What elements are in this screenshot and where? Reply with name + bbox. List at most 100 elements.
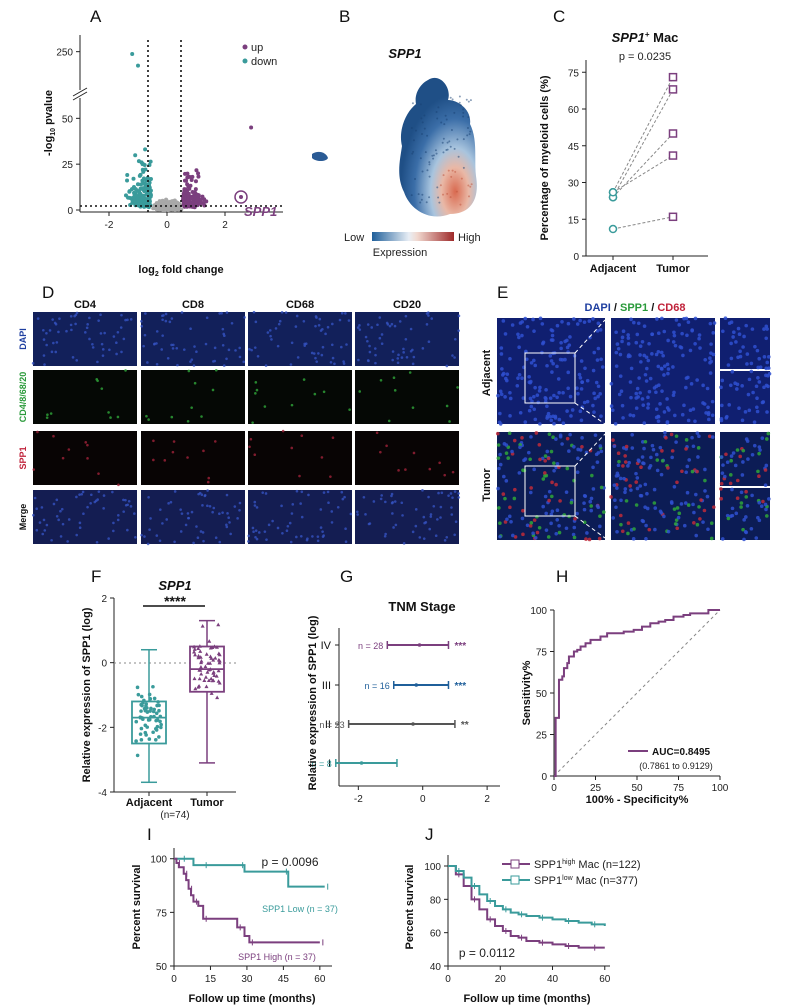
if-column-header: CD4 xyxy=(74,299,97,311)
if-signal xyxy=(434,534,438,537)
if-signal xyxy=(88,316,91,320)
if-nucleus xyxy=(709,342,713,346)
if-signal xyxy=(192,541,195,545)
if-nucleus xyxy=(528,524,533,528)
if-signal xyxy=(330,521,334,524)
if-nucleus xyxy=(652,501,657,505)
if-signal xyxy=(155,534,159,537)
if-nucleus xyxy=(741,460,745,464)
umap-cell xyxy=(451,98,454,101)
if-nucleus xyxy=(643,482,648,487)
if-signal xyxy=(171,347,175,350)
panel-label-f: F xyxy=(91,567,101,586)
if-nucleus xyxy=(575,470,580,475)
sample-point xyxy=(152,696,157,701)
if-nucleus xyxy=(698,517,702,521)
if-signal xyxy=(208,504,212,508)
if-nucleus xyxy=(549,512,554,517)
if-nucleus xyxy=(677,323,682,327)
if-signal xyxy=(391,512,394,515)
if-signal xyxy=(248,347,251,351)
gene-point-down xyxy=(140,167,145,172)
if-nucleus xyxy=(705,494,710,499)
if-micrograph xyxy=(141,431,245,485)
if-signal xyxy=(344,312,347,315)
if-nucleus xyxy=(596,321,601,326)
if-signal xyxy=(436,518,439,521)
if-signal xyxy=(32,513,35,517)
if-nucleus xyxy=(572,317,576,321)
tumor-point xyxy=(668,129,678,138)
if-nucleus xyxy=(764,383,769,388)
if-signal xyxy=(38,521,42,524)
if-signal xyxy=(51,318,54,321)
legend-down-marker xyxy=(242,58,248,64)
if-nucleus xyxy=(626,342,631,346)
if-signal xyxy=(31,361,35,365)
panel-label-j: J xyxy=(425,825,434,844)
km-i-x-tick-label: 15 xyxy=(205,974,217,985)
if-nucleus xyxy=(684,385,688,390)
gene-point-ns xyxy=(151,206,156,211)
if-signal xyxy=(129,318,133,321)
if-nucleus xyxy=(735,478,740,483)
gene-point-down xyxy=(135,182,140,187)
if-signal xyxy=(252,310,256,314)
km-j-y-label: Percent survival xyxy=(404,865,416,950)
if-signal xyxy=(405,355,409,359)
if-signal xyxy=(33,496,37,500)
if-signal xyxy=(274,327,278,330)
if-nucleus xyxy=(624,444,629,449)
if-signal xyxy=(180,512,184,515)
if-nucleus xyxy=(760,436,765,440)
gene-point-up xyxy=(184,178,189,183)
if-signal xyxy=(52,341,55,345)
if-nucleus xyxy=(719,487,723,491)
if-signal xyxy=(180,311,184,314)
if-signal xyxy=(257,531,261,534)
gene-point-up xyxy=(198,197,203,202)
sample-point xyxy=(214,645,219,649)
if-signal xyxy=(320,353,324,357)
if-signal xyxy=(108,348,111,352)
umap-cell xyxy=(411,152,414,155)
sample-point xyxy=(135,753,140,758)
if-signal xyxy=(317,352,320,355)
if-nucleus xyxy=(598,328,603,332)
if-nucleus xyxy=(499,346,504,350)
zoom-box-adjacent xyxy=(524,352,576,404)
if-signal xyxy=(374,361,377,365)
if-nucleus xyxy=(659,472,664,477)
if-nucleus xyxy=(598,524,602,529)
if-signal xyxy=(155,342,158,345)
if-signal xyxy=(88,337,91,341)
if-nucleus xyxy=(566,321,571,326)
if-nucleus xyxy=(701,383,705,388)
if-nucleus xyxy=(534,431,539,435)
if-signal xyxy=(225,525,229,529)
if-signal xyxy=(164,319,168,323)
if-signal xyxy=(430,317,434,320)
if-nucleus xyxy=(690,435,694,440)
if-signal xyxy=(432,504,436,508)
roc-x-label: 100% - Specificity% xyxy=(586,794,689,806)
if-nucleus xyxy=(676,515,681,520)
umap-cell xyxy=(459,104,462,107)
if-signal xyxy=(52,502,56,506)
if-nucleus xyxy=(585,378,590,383)
if-signal xyxy=(400,501,404,505)
if-signal xyxy=(220,311,223,315)
if-row-label: Merge xyxy=(18,504,28,531)
km-j-legend-low-marker xyxy=(510,875,520,885)
if-nucleus xyxy=(517,471,522,475)
if-nucleus xyxy=(671,340,676,344)
if-signal xyxy=(443,539,447,542)
if-nucleus xyxy=(550,333,555,338)
if-nucleus xyxy=(616,451,621,456)
if-signal xyxy=(229,532,232,536)
if-signal xyxy=(331,322,334,326)
if-micrograph xyxy=(141,312,245,366)
if-column-header: CD8 xyxy=(182,299,204,311)
if-nucleus xyxy=(654,390,658,395)
if-nucleus xyxy=(594,380,599,385)
